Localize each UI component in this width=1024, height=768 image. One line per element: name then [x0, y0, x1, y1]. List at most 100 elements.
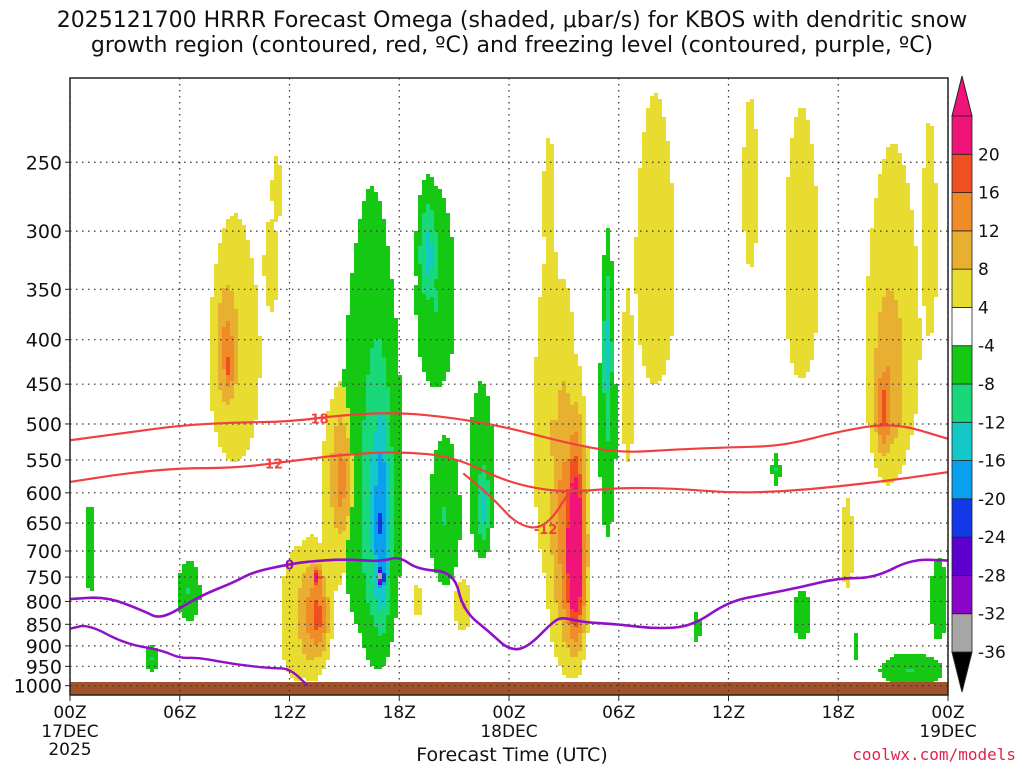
- omega-cell: [742, 195, 758, 198]
- omega-cell: [330, 489, 338, 492]
- omega-cell: [274, 174, 282, 177]
- omega-cell: [538, 513, 550, 516]
- omega-cell: [874, 405, 878, 408]
- omega-cell: [602, 480, 614, 483]
- omega-cell: [234, 363, 238, 366]
- omega-cell: [634, 264, 674, 267]
- omega-cell: [786, 327, 818, 330]
- omega-cell: [634, 246, 674, 249]
- omega-cell: [390, 462, 394, 465]
- omega-cell: [322, 447, 334, 450]
- omega-cell: [430, 474, 458, 477]
- omega-cell: [442, 510, 446, 513]
- omega-cell: [330, 405, 346, 408]
- omega-cell: [550, 528, 558, 531]
- omega-cell: [550, 522, 558, 525]
- omega-cell: [582, 648, 586, 651]
- omega-cell: [586, 594, 590, 597]
- omega-cell: [178, 609, 198, 612]
- omega-cell: [214, 264, 254, 267]
- omega-cell: [322, 501, 330, 504]
- omega-cell: [490, 495, 494, 498]
- omega-cell: [322, 528, 338, 531]
- omega-cell: [878, 390, 882, 393]
- omega-cell: [218, 333, 222, 336]
- omega-cell: [306, 609, 314, 612]
- omega-cell: [570, 516, 582, 519]
- omega-cell: [638, 297, 674, 300]
- omega-cell: [578, 651, 586, 654]
- omega-cell: [874, 198, 910, 201]
- omega-cell: [866, 297, 882, 300]
- omega-cell: [414, 294, 426, 297]
- omega-cell: [210, 375, 218, 378]
- omega-cell: [314, 570, 318, 573]
- omega-cell: [582, 468, 586, 471]
- omega-cell: [638, 318, 674, 321]
- omega-cell: [314, 627, 318, 630]
- omega-cell: [394, 555, 402, 558]
- omega-cell: [582, 492, 586, 495]
- omega-cell: [874, 381, 878, 384]
- omega-cell: [566, 582, 570, 585]
- omega-cell: [794, 126, 810, 129]
- omega-cell: [390, 522, 394, 525]
- omega-cell: [890, 429, 898, 432]
- colorbar-label: -8: [978, 375, 995, 395]
- omega-cell: [746, 126, 754, 129]
- omega-cell: [350, 609, 370, 612]
- omega-cell: [878, 468, 902, 471]
- omega-cell: [486, 501, 490, 504]
- omega-cell: [330, 618, 334, 621]
- omega-cell: [878, 441, 882, 444]
- omega-cell: [178, 606, 198, 609]
- omega-cell: [218, 252, 250, 255]
- omega-cell: [370, 606, 378, 609]
- omega-cell: [390, 519, 394, 522]
- omega-cell: [218, 438, 250, 441]
- omega-cell: [866, 333, 878, 336]
- omega-cell: [786, 186, 818, 189]
- omega-cell: [358, 222, 386, 225]
- omega-cell: [638, 309, 674, 312]
- colorbar-swatch: [951, 498, 973, 538]
- omega-cell: [586, 504, 590, 507]
- omega-cell: [902, 399, 918, 402]
- omega-cell: [790, 357, 814, 360]
- omega-cell: [390, 525, 394, 528]
- omega-cell: [394, 459, 402, 462]
- omega-cell: [86, 516, 94, 519]
- omega-cell: [870, 258, 918, 261]
- omega-cell: [374, 624, 386, 627]
- omega-cell: [322, 525, 334, 528]
- omega-cell: [606, 297, 610, 300]
- omega-cell: [358, 237, 386, 240]
- y-tick-label: 850: [26, 614, 62, 636]
- omega-cell: [426, 174, 430, 177]
- omega-cell: [226, 375, 234, 378]
- omega-cell: [874, 207, 910, 210]
- omega-cell: [582, 591, 586, 594]
- omega-cell: [478, 552, 486, 555]
- omega-cell: [282, 591, 298, 594]
- omega-cell: [870, 423, 874, 426]
- omega-cell: [362, 645, 390, 648]
- omega-cell: [362, 441, 374, 444]
- omega-cell: [490, 510, 494, 513]
- freezing-level-contour: [70, 556, 948, 651]
- omega-cell: [366, 573, 374, 576]
- omega-cell: [638, 303, 674, 306]
- omega-cell: [282, 645, 302, 648]
- omega-cell: [602, 285, 606, 288]
- omega-cell: [786, 255, 818, 258]
- omega-cell: [418, 333, 454, 336]
- omega-cell: [414, 594, 422, 597]
- omega-cell: [554, 459, 566, 462]
- omega-cell: [582, 510, 586, 513]
- omega-cell: [362, 516, 370, 519]
- omega-cell: [434, 243, 438, 246]
- omega-cell: [302, 651, 322, 654]
- omega-cell: [470, 504, 478, 507]
- omega-cell: [378, 483, 386, 486]
- omega-cell: [374, 444, 386, 447]
